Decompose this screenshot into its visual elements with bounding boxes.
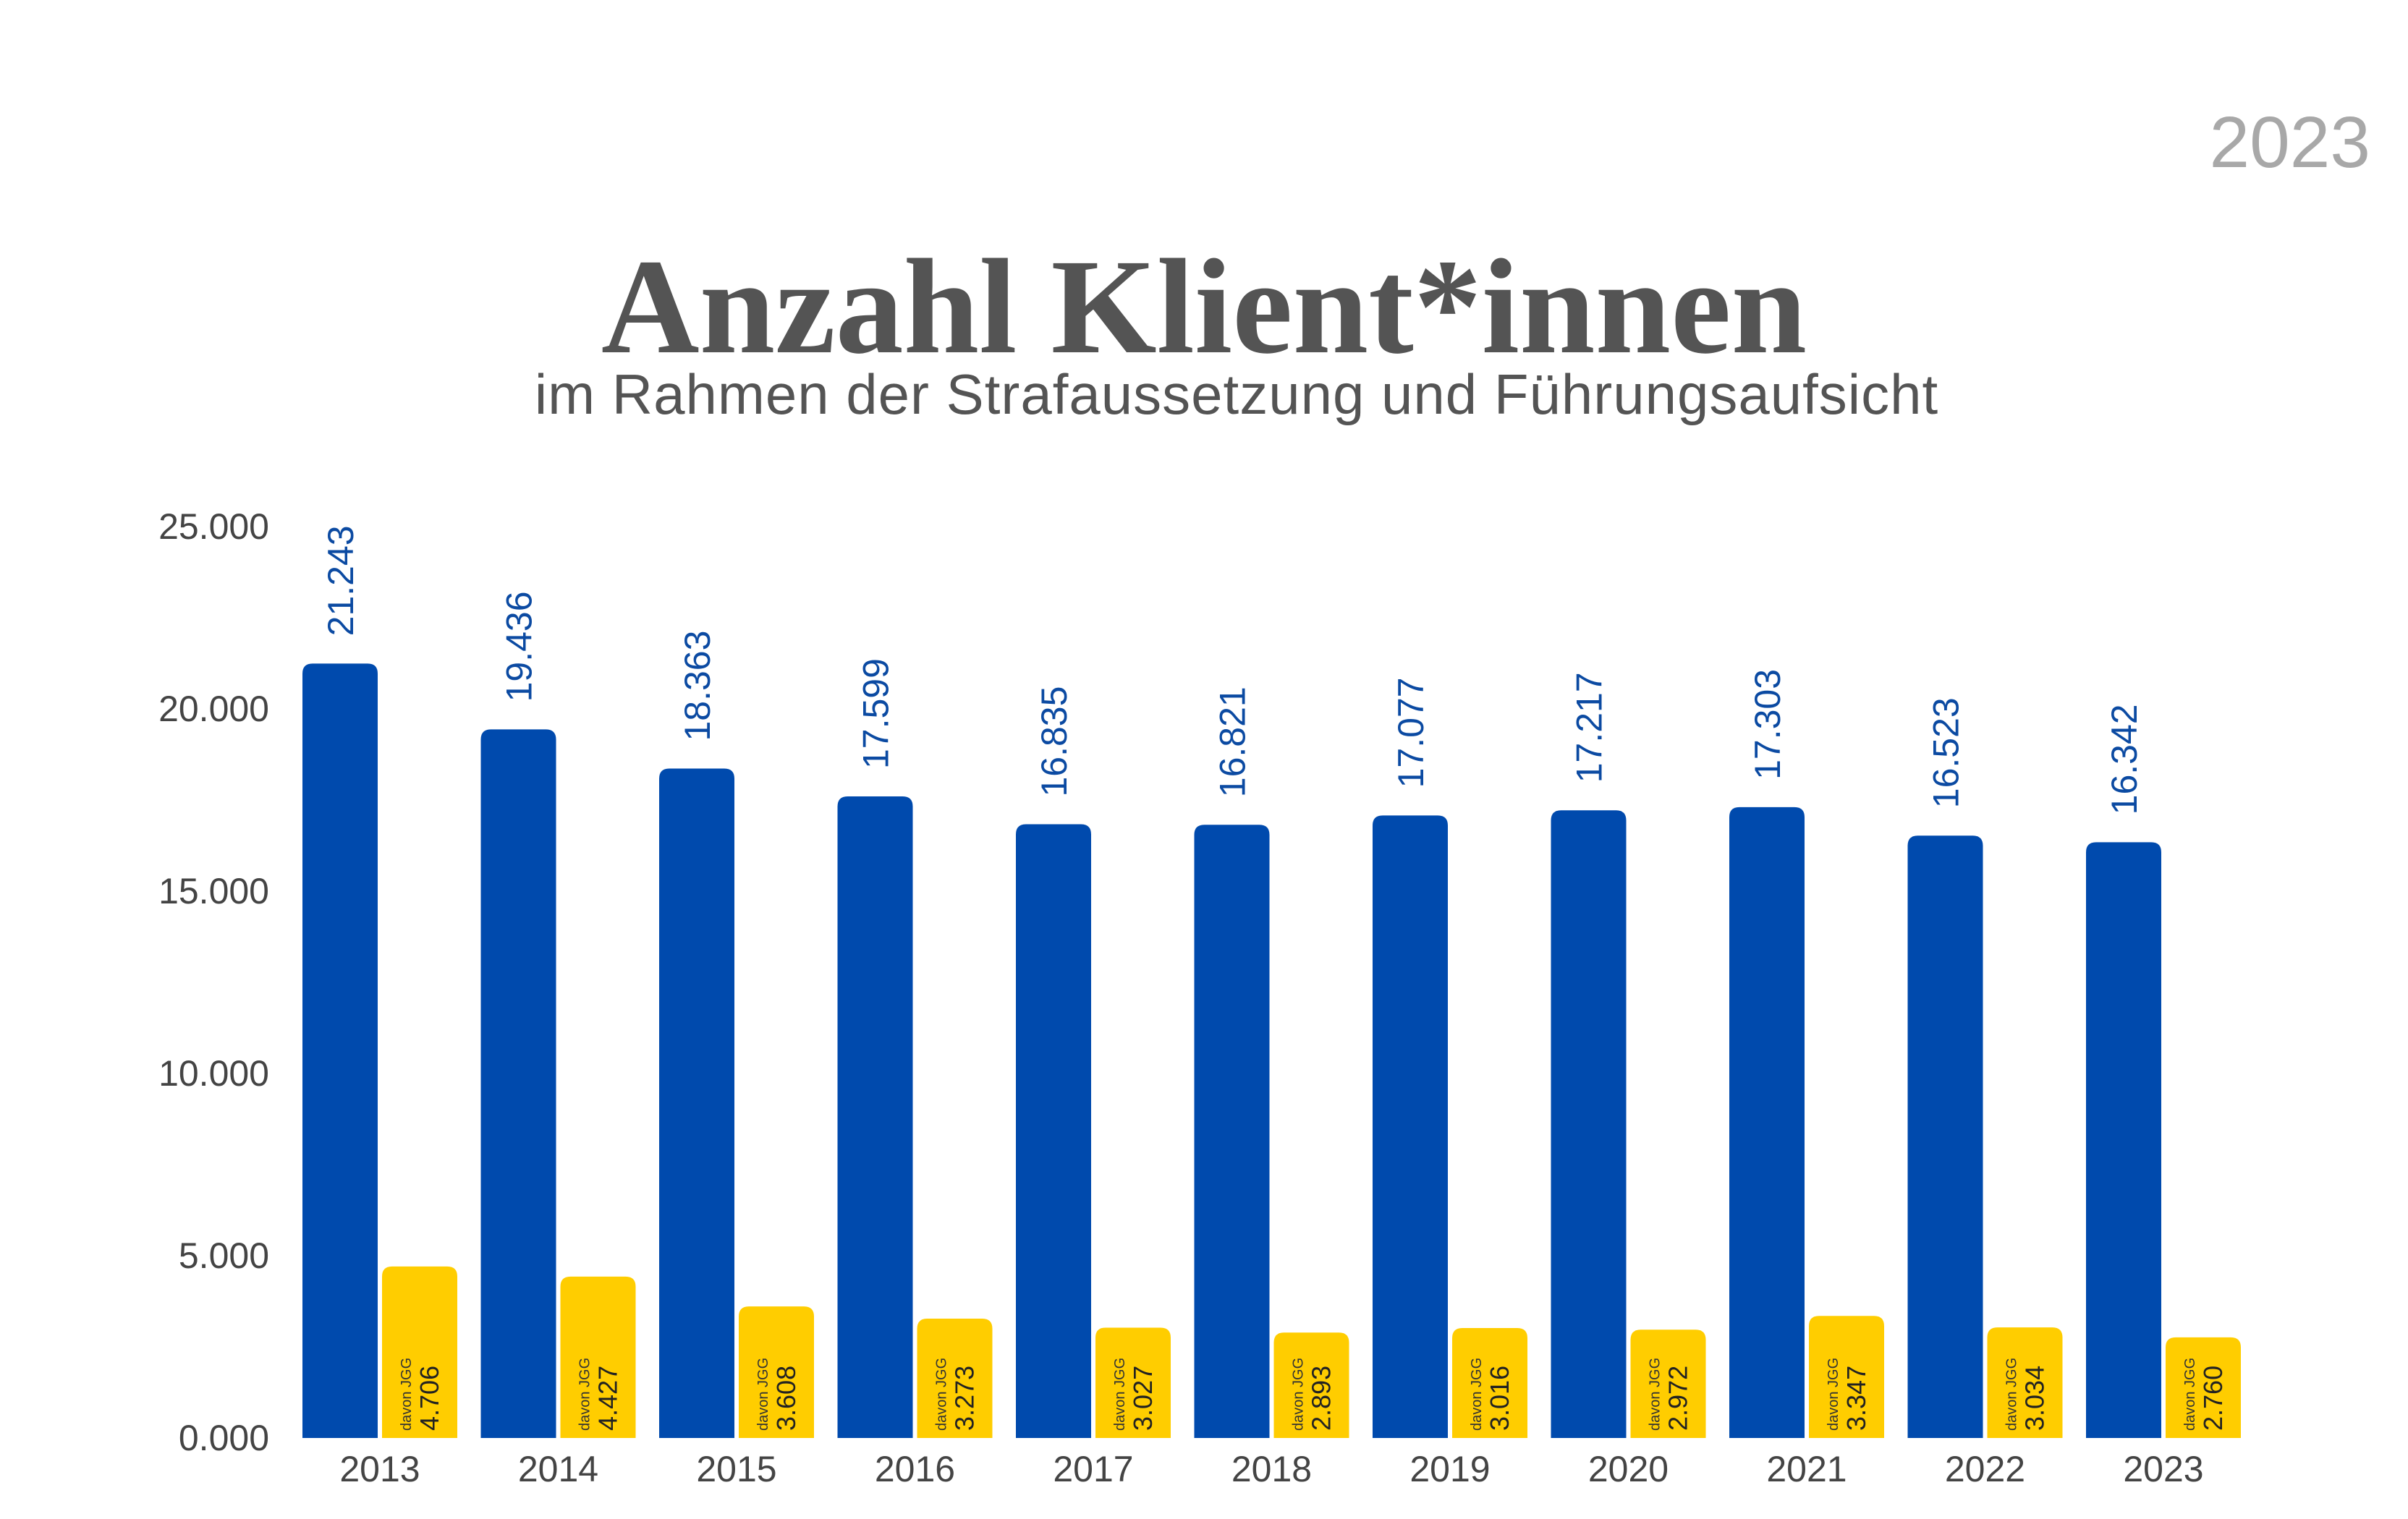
bar-jgg: [1095, 1327, 1171, 1438]
x-tick-label: 2013: [339, 1449, 420, 1489]
x-tick-label: 2015: [696, 1449, 776, 1489]
bar-jgg-caption: davon JGG: [1469, 1358, 1485, 1431]
x-tick-label: 2023: [2123, 1449, 2203, 1489]
bar-jgg-label: 3.027: [1128, 1366, 1158, 1431]
x-tick-label: 2018: [1231, 1449, 1312, 1489]
y-tick-label: 15.000: [158, 871, 269, 911]
bar-total-label: 17.599: [856, 658, 896, 769]
bar-jgg: [382, 1266, 457, 1438]
x-tick-label: 2019: [1409, 1449, 1490, 1489]
bar-total-label: 21.243: [321, 525, 361, 636]
bar-jgg-caption: davon JGG: [1648, 1358, 1663, 1431]
y-tick-label: 20.000: [158, 689, 269, 729]
bar-total: [480, 729, 556, 1438]
bar-total: [1907, 835, 1983, 1438]
bar-jgg: [917, 1319, 993, 1438]
bar-total: [2086, 842, 2161, 1438]
bar-jgg-caption: davon JGG: [1112, 1358, 1128, 1431]
bar-total-label: 16.835: [1034, 686, 1074, 797]
bar-jgg-caption: davon JGG: [399, 1358, 415, 1431]
bar-jgg-label: 4.706: [415, 1366, 444, 1431]
bar-jgg: [2166, 1337, 2241, 1438]
bar-total-label: 18.363: [677, 631, 718, 741]
y-tick-label: 25.000: [158, 506, 269, 547]
x-tick-label: 2017: [1053, 1449, 1133, 1489]
bar-jgg: [1630, 1329, 1706, 1438]
y-tick-label: 10.000: [158, 1053, 269, 1094]
x-tick-label: 2014: [518, 1449, 598, 1489]
bar-jgg-label: 3.347: [1841, 1366, 1871, 1431]
bar-total: [1551, 810, 1627, 1438]
bar-jgg-label: 2.972: [1663, 1366, 1693, 1431]
bar-jgg: [1273, 1332, 1349, 1438]
bar-jgg-label: 4.427: [593, 1366, 623, 1431]
bar-jgg-caption: davon JGG: [577, 1358, 593, 1431]
bar-total-label: 16.523: [1926, 697, 1967, 808]
bar-total-label: 19.436: [499, 591, 540, 702]
bar-total: [1373, 815, 1448, 1438]
chart-title: Anzahl Klient*innen: [601, 231, 1807, 382]
bar-jgg-label: 2.760: [2198, 1366, 2228, 1431]
bar-total: [1016, 824, 1091, 1438]
bar-jgg-caption: davon JGG: [934, 1358, 950, 1431]
y-tick-label: 0.000: [179, 1418, 269, 1458]
x-tick-label: 2016: [875, 1449, 955, 1489]
bar-jgg-caption: davon JGG: [2182, 1358, 2198, 1431]
bar-jgg-caption: davon JGG: [1291, 1358, 1307, 1431]
bar-jgg-label: 3.608: [771, 1366, 801, 1431]
bar-total: [837, 796, 913, 1438]
bar-jgg: [739, 1306, 814, 1438]
bar-total-label: 17.303: [1747, 669, 1788, 780]
bar-jgg-label: 3.273: [950, 1366, 980, 1431]
x-tick-label: 2021: [1766, 1449, 1847, 1489]
x-tick-label: 2022: [1945, 1449, 2025, 1489]
bar-jgg: [1809, 1316, 1884, 1438]
y-tick-label: 5.000: [179, 1235, 269, 1276]
bar-jgg: [1987, 1327, 2063, 1438]
bar-jgg-label: 2.893: [1307, 1366, 1336, 1431]
bar-total-label: 16.821: [1213, 686, 1253, 797]
bar-total: [1194, 825, 1270, 1438]
bar-jgg-caption: davon JGG: [755, 1358, 771, 1431]
bar-jgg: [560, 1276, 636, 1438]
bar-total-label: 16.342: [2104, 704, 2145, 814]
chart-subtitle: im Rahmen der Strafaussetzung und Führun…: [534, 362, 1939, 426]
x-tick-label: 2020: [1588, 1449, 1669, 1489]
bar-jgg-label: 3.016: [1485, 1366, 1514, 1431]
bar-jgg-caption: davon JGG: [2004, 1358, 2020, 1431]
bar-total: [302, 663, 378, 1438]
bar-jgg-label: 3.034: [2020, 1366, 2050, 1431]
bar-total: [1729, 807, 1805, 1438]
bar-jgg: [1452, 1327, 1527, 1438]
bar-total-label: 17.077: [1391, 677, 1431, 788]
bar-total-label: 17.217: [1569, 672, 1610, 783]
bar-total: [659, 768, 734, 1438]
bar-jgg-caption: davon JGG: [1826, 1358, 1841, 1431]
corner-year: 2023: [2209, 102, 2370, 183]
